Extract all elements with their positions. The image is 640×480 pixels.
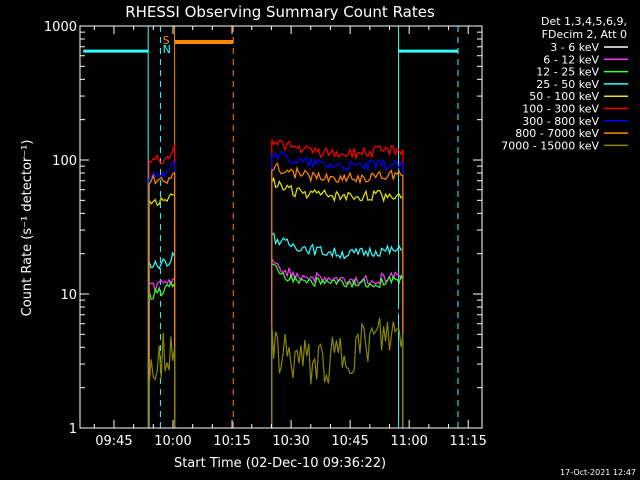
- series-line-800-7000-kev: [271, 162, 404, 428]
- x-tick-label: 10:15: [213, 434, 250, 449]
- x-tick-label: 10:30: [272, 434, 309, 449]
- legend-label-800-7000-kev: 800 - 7000 keV: [515, 127, 599, 140]
- saa-flag-label: S: [163, 34, 170, 47]
- x-tick-label: 10:00: [154, 434, 191, 449]
- series-line-12-25-kev: [148, 280, 176, 428]
- series-line-6-12-kev: [148, 277, 176, 428]
- series-line-50-100-kev: [271, 176, 404, 428]
- x-tick-label: 11:15: [449, 434, 486, 449]
- chart-title: RHESSI Observing Summary Count Rates: [125, 3, 435, 21]
- legend-label-3-6-kev: 3 - 6 keV: [550, 41, 599, 54]
- axes-layer: 09:45 10:00 10:15 10:30 10:45 11:00 11:15 1 10 10…: [44, 20, 487, 449]
- legend-label-12-25-kev: 12 - 25 keV: [536, 66, 599, 79]
- series-line-6-12-kev: [271, 258, 404, 428]
- y-tick-label: 10: [60, 288, 77, 303]
- legend-label-6-12-kev: 6 - 12 keV: [543, 53, 599, 66]
- series-line-3-6-kev: [271, 256, 404, 428]
- series-line-300-800-kev: [271, 150, 404, 428]
- legend-header-line-1: Det 1,3,4,5,6,9,: [541, 15, 627, 28]
- x-tick-label: 11:00: [390, 434, 427, 449]
- series-line-100-300-kev: [271, 139, 404, 428]
- legend-label-7000-15000-kev: 7000 - 15000 keV: [501, 139, 599, 152]
- legend-label-25-50-kev: 25 - 50 keV: [536, 78, 599, 91]
- legend-label-50-100-kev: 50 - 100 keV: [529, 90, 599, 103]
- y-tick-label: 1000: [44, 20, 77, 35]
- series-line-12-25-kev: [271, 262, 404, 428]
- plot-frame: [79, 25, 483, 429]
- generated-timestamp: 17-Oct-2021 12:47: [560, 468, 636, 477]
- series-line-7000-15000-kev: [148, 332, 176, 428]
- legend-label-100-300-kev: 100 - 300 keV: [522, 103, 599, 116]
- y-tick-label: 100: [52, 154, 77, 169]
- x-tick-label: 09:45: [95, 434, 132, 449]
- x-tick-label: 10:45: [331, 434, 368, 449]
- legend-header-line-2: FDecim 2, Att 0: [542, 28, 627, 41]
- series-line-300-800-kev: [148, 160, 176, 428]
- series-line-25-50-kev: [271, 232, 404, 428]
- y-tick-label: 1: [69, 422, 77, 437]
- series-line-25-50-kev: [148, 251, 176, 428]
- legend-label-300-800-kev: 300 - 800 keV: [522, 115, 599, 128]
- series-line-50-100-kev: [148, 193, 176, 428]
- series-line-100-300-kev: [148, 144, 176, 428]
- night-flag-label: N: [163, 43, 171, 56]
- series-line-800-7000-kev: [148, 172, 176, 428]
- y-axis-label: Count Rate (s⁻¹ detector⁻¹): [20, 140, 35, 317]
- series-layer: [148, 139, 404, 428]
- series-line-7000-15000-kev: [271, 317, 404, 428]
- x-axis-label: Start Time (02-Dec-10 09:36:22): [174, 456, 386, 471]
